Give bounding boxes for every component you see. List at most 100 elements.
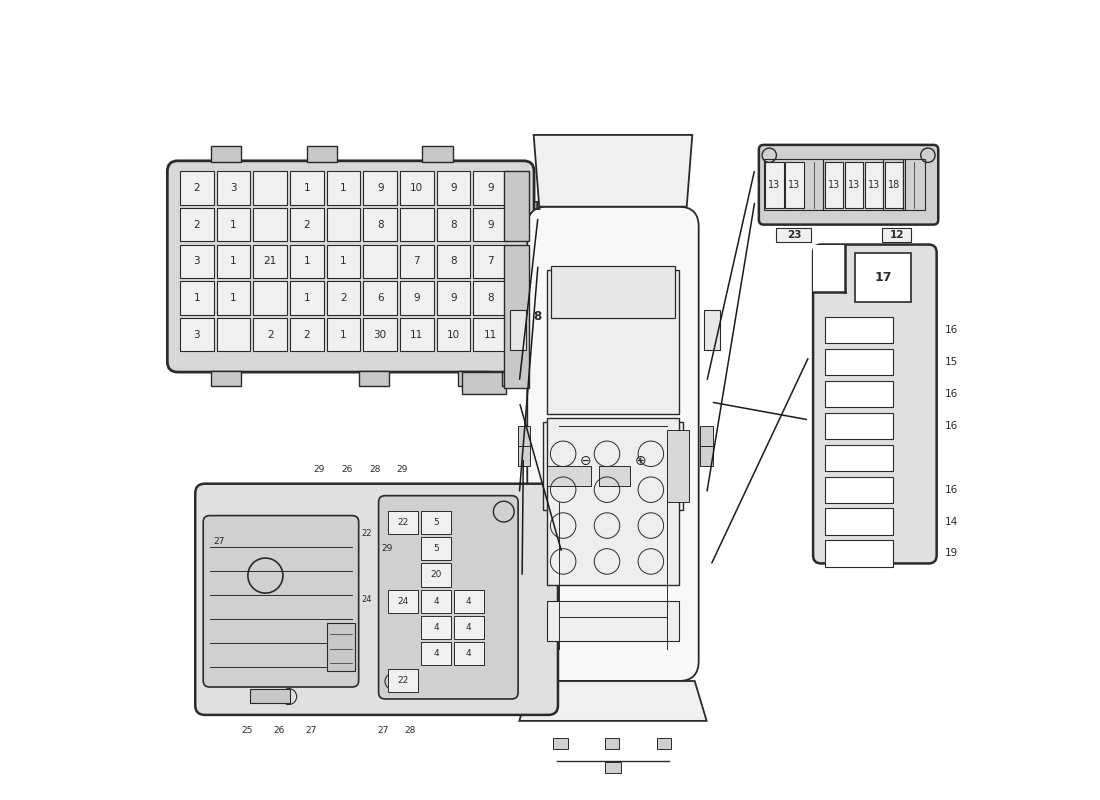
Text: 2: 2 [267,330,274,340]
Polygon shape [519,681,706,721]
Bar [180,245,213,278]
Text: 8: 8 [377,220,384,230]
Bar [551,266,674,318]
Bar [865,162,883,208]
Bar [553,738,568,749]
Text: 29: 29 [314,465,324,474]
Bar [217,245,250,278]
Text: 9: 9 [377,183,384,193]
Text: 16: 16 [945,326,958,335]
Bar [437,318,471,351]
Text: 15: 15 [945,357,958,367]
Text: 3: 3 [194,330,200,340]
Text: 7: 7 [414,256,420,266]
Bar [882,228,911,242]
FancyBboxPatch shape [759,145,938,225]
Text: 1: 1 [304,183,310,193]
Bar [453,642,484,666]
Text: ⊕: ⊕ [635,454,647,468]
Text: 18: 18 [888,180,900,190]
Bar [290,245,323,278]
Text: 4: 4 [466,597,472,606]
Text: 13: 13 [789,180,801,190]
Bar [421,511,451,534]
Bar [473,245,507,278]
Bar [400,318,433,351]
Text: 6: 6 [377,293,384,303]
Bar [211,370,242,386]
Bar [825,445,893,471]
Bar [327,208,361,242]
Bar [421,642,451,666]
Bar [180,208,213,242]
Text: 27: 27 [305,726,317,735]
Text: 8: 8 [450,256,456,266]
FancyBboxPatch shape [204,515,359,687]
Text: 27: 27 [377,726,388,735]
Bar [253,171,287,205]
Bar [400,208,433,242]
Text: 10: 10 [447,330,460,340]
Text: 1: 1 [534,200,541,213]
FancyBboxPatch shape [167,161,535,372]
Bar [217,318,250,351]
Bar [766,162,783,208]
Bar [363,208,397,242]
Text: 4: 4 [466,623,472,632]
Bar [290,208,323,242]
Bar [504,171,529,242]
Bar [825,381,893,407]
FancyBboxPatch shape [195,484,558,715]
Text: 1: 1 [230,293,236,303]
Bar [462,372,506,394]
Bar [180,171,213,205]
Text: 13: 13 [828,180,840,190]
FancyBboxPatch shape [378,496,518,699]
Text: 4: 4 [433,623,439,632]
Bar [307,146,337,162]
Bar [903,159,925,210]
Text: 29: 29 [381,544,393,553]
Bar [437,245,471,278]
Bar [422,146,453,162]
Text: 9: 9 [487,183,494,193]
Bar [327,623,354,671]
Bar [180,282,213,314]
Bar [503,372,525,386]
Bar [211,146,242,162]
Text: 10: 10 [410,183,424,193]
Bar [824,159,903,210]
Text: 4: 4 [433,597,439,606]
Bar [883,159,905,210]
Bar [421,537,451,560]
Text: 14: 14 [945,517,958,526]
Bar [701,446,713,466]
Text: 3: 3 [230,183,236,193]
Text: 11: 11 [484,330,497,340]
Bar [600,466,629,486]
Text: 1: 1 [194,293,200,303]
Bar [250,689,289,703]
Text: 1: 1 [340,183,346,193]
Bar [825,317,893,343]
Bar [605,738,619,749]
Text: 16: 16 [945,485,958,494]
Bar [825,162,844,208]
Bar [388,590,418,613]
Bar [388,511,418,534]
Bar [667,430,689,502]
Text: 1: 1 [230,220,236,230]
Text: 25: 25 [241,726,253,735]
Text: 1: 1 [304,256,310,266]
Bar [253,208,287,242]
Text: 26: 26 [273,726,285,735]
Bar [518,426,530,446]
Bar [290,282,323,314]
Bar [473,282,507,314]
Bar [547,602,679,641]
Bar [421,563,451,586]
Bar [473,171,507,205]
Text: 1: 1 [340,330,346,340]
Bar [543,422,683,510]
Bar [437,171,471,205]
